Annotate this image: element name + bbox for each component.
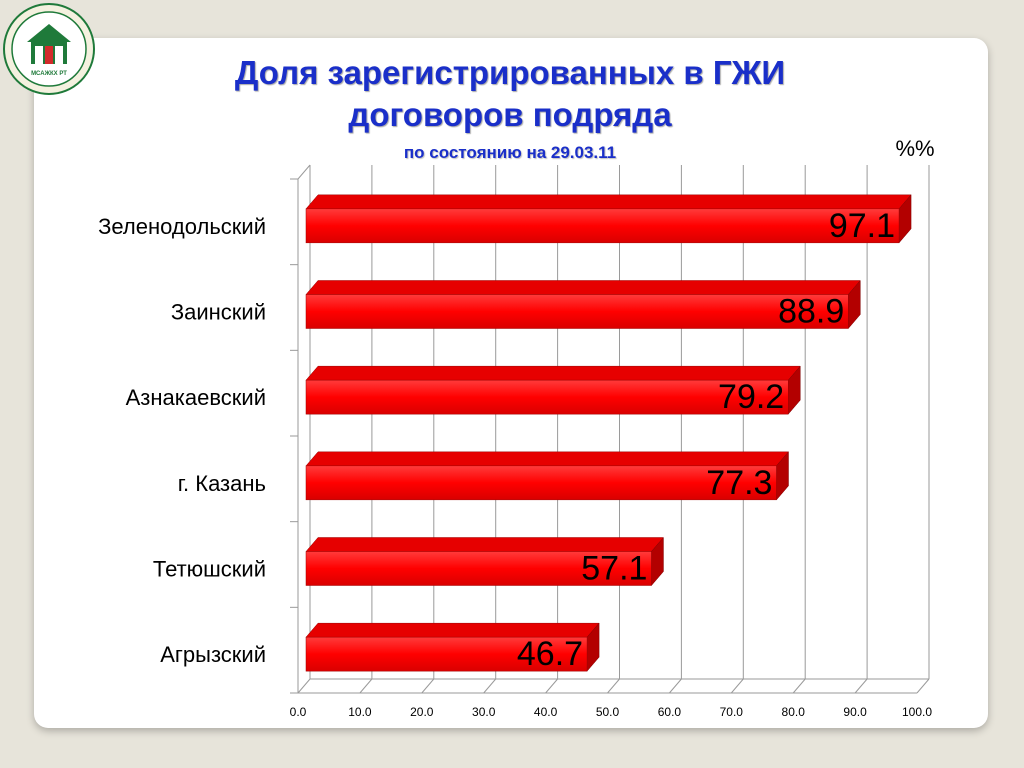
bar-front-face (305, 551, 652, 586)
category-label: г. Казань (178, 471, 266, 496)
bar (305, 451, 790, 501)
bar-front-face (305, 465, 777, 501)
category-label: Зеленодольский (98, 214, 266, 239)
floor-gridline (669, 678, 682, 694)
data-label: 97.1 (829, 207, 895, 245)
floor-gridline (545, 678, 558, 694)
bar (305, 279, 861, 330)
data-label: 77.3 (706, 464, 772, 502)
data-label: 79.2 (718, 378, 784, 416)
x-tick-label: 40.0 (534, 705, 558, 719)
floor-gridline (607, 678, 620, 694)
category-label: Заинский (171, 300, 266, 325)
ministry-logo: МСАЖКХ РТ (3, 3, 95, 95)
x-tick-label: 10.0 (348, 705, 372, 719)
floor-gridline (297, 678, 311, 694)
page-subtitle: по состоянию на 29.03.11 (403, 143, 617, 162)
x-tick-label: 100.0 (902, 705, 932, 719)
bar-front-face (305, 636, 588, 672)
bar (305, 365, 801, 415)
side-wall-top (297, 164, 311, 180)
bar (305, 194, 912, 244)
bar (305, 622, 600, 672)
floor-gridline (916, 678, 930, 694)
page-title: Доля зарегистрированных в ГЖИ договоров … (130, 52, 890, 136)
floor-gridline (730, 678, 744, 694)
category-label: Азнакаевский (126, 385, 266, 410)
title-line-2: договоров подряда (348, 96, 672, 133)
unit-label: %% (895, 136, 935, 161)
data-label: 46.7 (517, 635, 583, 673)
category-label: Тетюшский (153, 557, 266, 582)
x-tick-label: 90.0 (843, 705, 867, 719)
floor-gridline (854, 678, 868, 694)
bar-top-face (305, 194, 912, 210)
title-line-1: Доля зарегистрированных в ГЖИ (234, 54, 786, 91)
bar-front-face (305, 379, 789, 415)
floor-gridline (421, 678, 435, 694)
x-tick-label: 30.0 (472, 705, 496, 719)
data-label: 88.9 (778, 293, 844, 331)
floor-gridline (359, 678, 373, 694)
category-label: Агрызский (160, 642, 266, 667)
bar-front-face (305, 208, 900, 244)
bar (305, 536, 664, 587)
x-tick-label: 70.0 (720, 705, 744, 719)
x-tick-label: 20.0 (410, 705, 434, 719)
data-label: 57.1 (581, 550, 647, 588)
logo-text: МСАЖКХ РТ (31, 71, 67, 77)
x-tick-label: 80.0 (782, 705, 806, 719)
x-tick-label: 60.0 (658, 705, 682, 719)
bar-front-face (305, 294, 849, 329)
x-tick-label: 50.0 (596, 705, 620, 719)
x-tick-label: 0.0 (290, 705, 307, 719)
floor-gridline (483, 678, 497, 694)
floor-gridline (792, 678, 806, 694)
